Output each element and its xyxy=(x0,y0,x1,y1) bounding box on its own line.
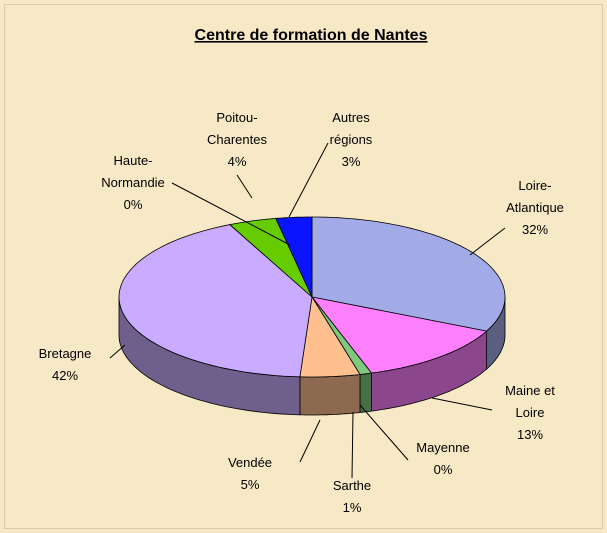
leader-line xyxy=(288,142,329,218)
slice-label: Poitou-Charentes xyxy=(207,110,267,147)
slice-label: Vendée xyxy=(228,455,272,470)
leader-line xyxy=(109,344,126,359)
leader-line xyxy=(236,174,253,199)
slice xyxy=(311,296,373,375)
slice xyxy=(118,224,313,378)
leader-line xyxy=(299,419,321,463)
slice xyxy=(311,296,488,374)
leader-line xyxy=(359,404,409,461)
value-label: 32% xyxy=(522,222,548,237)
value-label: 5% xyxy=(241,477,260,492)
frame xyxy=(4,4,603,529)
pie-sides xyxy=(118,296,506,416)
slice-label: Sarthe xyxy=(333,478,371,493)
slice xyxy=(299,295,361,378)
slice-label: Mayenne xyxy=(416,440,469,455)
slice xyxy=(311,216,506,332)
value-label: 3% xyxy=(342,154,361,169)
value-label: 1% xyxy=(343,500,362,515)
slice xyxy=(228,217,313,298)
leader-line xyxy=(351,411,354,479)
value-label: 0% xyxy=(124,197,143,212)
slice-label: Maine et Loire xyxy=(505,383,555,420)
slice-label: Bretagne xyxy=(39,346,92,361)
value-label: 13% xyxy=(517,427,543,442)
leader-line xyxy=(469,227,506,256)
slice-label: Loire-Atlantique xyxy=(506,178,564,215)
slice-label: Autres régions xyxy=(330,110,373,147)
value-label: 0% xyxy=(434,462,453,477)
leader-line xyxy=(431,397,493,411)
value-label: 42% xyxy=(52,368,78,383)
leader-line xyxy=(171,182,291,246)
slice-side xyxy=(299,374,361,416)
slice-label: Haute-Normandie xyxy=(101,153,165,190)
value-label: 4% xyxy=(228,154,247,169)
slice xyxy=(275,216,313,298)
chart-title: Centre de formation de Nantes xyxy=(195,27,428,44)
pie-tops xyxy=(118,216,506,378)
